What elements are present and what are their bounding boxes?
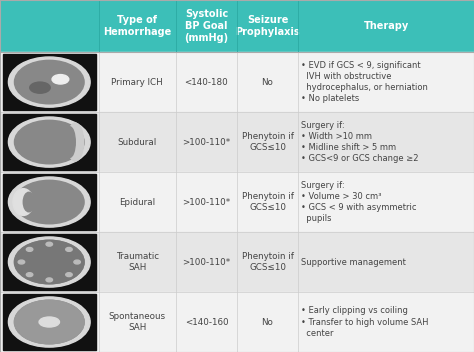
Bar (0, 172, 474, 232)
Ellipse shape (74, 260, 81, 264)
Bar (3, 174, 96, 230)
Ellipse shape (52, 75, 69, 84)
Ellipse shape (66, 247, 72, 251)
Ellipse shape (64, 127, 75, 157)
Text: Spontaneous
SAH: Spontaneous SAH (109, 312, 166, 332)
Bar (3, 234, 96, 290)
Text: Surgery if:
• Width >10 mm
• Midline shift > 5 mm
• GCS<9 or GCS change ≥2: Surgery if: • Width >10 mm • Midline shi… (301, 121, 419, 163)
Bar (3, 54, 96, 110)
Ellipse shape (14, 240, 84, 284)
Ellipse shape (14, 120, 84, 164)
Text: No: No (262, 77, 273, 87)
Ellipse shape (9, 297, 90, 347)
Text: Surgery if:
• Volume > 30 cm³
• GCS < 9 with asymmetric
  pupils: Surgery if: • Volume > 30 cm³ • GCS < 9 … (301, 181, 417, 223)
Bar (0, 232, 474, 292)
Text: No: No (262, 318, 273, 327)
Text: Primary ICH: Primary ICH (111, 77, 163, 87)
Text: Systolic
BP Goal
(mmHg): Systolic BP Goal (mmHg) (184, 9, 228, 43)
Text: <140-160: <140-160 (185, 318, 228, 327)
Ellipse shape (46, 242, 53, 246)
Text: >100-110*: >100-110* (182, 197, 231, 207)
Ellipse shape (9, 57, 90, 107)
Ellipse shape (39, 317, 60, 327)
Ellipse shape (67, 123, 83, 161)
Bar (0, 0, 474, 52)
Bar (3, 114, 96, 170)
Ellipse shape (18, 260, 25, 264)
Text: Traumatic
SAH: Traumatic SAH (116, 252, 159, 272)
Ellipse shape (13, 189, 34, 215)
Text: Subdural: Subdural (118, 138, 157, 146)
Text: Phenytoin if
GCS≤10: Phenytoin if GCS≤10 (242, 192, 293, 212)
Ellipse shape (27, 273, 33, 277)
Ellipse shape (14, 300, 84, 344)
Text: Supportive management: Supportive management (301, 258, 406, 266)
Bar (0, 52, 474, 112)
Bar (0, 292, 474, 352)
Text: >100-110*: >100-110* (182, 258, 231, 266)
Text: >100-110*: >100-110* (182, 138, 231, 146)
Text: Phenytoin if
GCS≤10: Phenytoin if GCS≤10 (242, 252, 293, 272)
Ellipse shape (9, 117, 90, 167)
Ellipse shape (9, 237, 90, 287)
Text: Phenytoin if
GCS≤10: Phenytoin if GCS≤10 (242, 132, 293, 152)
Bar (3, 294, 96, 350)
Ellipse shape (30, 82, 50, 93)
Ellipse shape (14, 300, 84, 344)
Text: Seizure
Prophylaxis: Seizure Prophylaxis (235, 15, 300, 37)
Ellipse shape (27, 247, 33, 251)
Ellipse shape (66, 273, 72, 277)
Text: Epidural: Epidural (119, 197, 155, 207)
Ellipse shape (14, 60, 84, 104)
Ellipse shape (46, 278, 53, 282)
Text: Therapy: Therapy (364, 21, 409, 31)
Text: • Early clipping vs coiling
• Transfer to high volume SAH
  center: • Early clipping vs coiling • Transfer t… (301, 306, 429, 338)
Ellipse shape (14, 180, 84, 224)
Ellipse shape (14, 240, 84, 284)
Ellipse shape (9, 177, 90, 227)
Text: • EVD if GCS < 9, significant
  IVH with obstructive
  hydrocephalus, or herniat: • EVD if GCS < 9, significant IVH with o… (301, 61, 428, 103)
Text: Type of
Hemorrhage: Type of Hemorrhage (103, 15, 172, 37)
Text: <140-180: <140-180 (184, 77, 228, 87)
Bar (0, 112, 474, 172)
Ellipse shape (23, 192, 35, 212)
